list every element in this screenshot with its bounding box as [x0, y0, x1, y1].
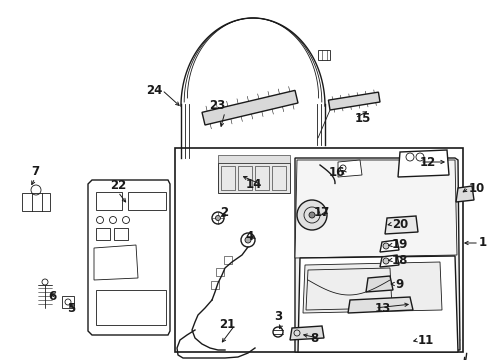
Polygon shape [328, 92, 380, 110]
Circle shape [309, 212, 315, 218]
Text: 4: 4 [246, 230, 254, 243]
Text: 6: 6 [48, 289, 56, 302]
Text: 14: 14 [245, 179, 262, 192]
Text: 5: 5 [67, 302, 75, 315]
Text: 23: 23 [209, 99, 225, 112]
Circle shape [383, 258, 389, 264]
Text: 17: 17 [314, 207, 330, 220]
Polygon shape [202, 90, 298, 125]
Text: 19: 19 [392, 238, 408, 252]
Polygon shape [298, 256, 458, 352]
Circle shape [297, 200, 327, 230]
Polygon shape [338, 160, 362, 177]
Bar [175, 148, 463, 352]
Text: 12: 12 [420, 156, 436, 168]
Polygon shape [303, 262, 442, 313]
Polygon shape [456, 186, 474, 202]
Text: 9: 9 [395, 278, 403, 291]
Text: 8: 8 [310, 332, 318, 345]
Text: 3: 3 [274, 310, 282, 323]
Text: 22: 22 [110, 179, 126, 192]
Polygon shape [218, 155, 290, 163]
Text: 11: 11 [418, 333, 434, 346]
Text: 7: 7 [31, 165, 39, 178]
Text: 1: 1 [479, 237, 487, 249]
Circle shape [245, 237, 251, 243]
Polygon shape [366, 276, 393, 292]
Polygon shape [295, 158, 460, 352]
Polygon shape [380, 240, 399, 252]
Polygon shape [218, 163, 290, 193]
Circle shape [216, 216, 220, 220]
Polygon shape [380, 255, 399, 267]
Text: 20: 20 [392, 217, 408, 230]
Polygon shape [88, 180, 170, 335]
Circle shape [383, 243, 389, 249]
Text: 16: 16 [329, 166, 345, 180]
Polygon shape [348, 297, 413, 313]
Polygon shape [385, 216, 418, 234]
Polygon shape [295, 160, 457, 258]
Text: 24: 24 [146, 84, 162, 96]
Polygon shape [398, 150, 449, 177]
Text: 10: 10 [469, 181, 485, 194]
Polygon shape [290, 326, 324, 340]
Text: 18: 18 [392, 253, 408, 266]
Text: 2: 2 [220, 207, 228, 220]
Text: 21: 21 [219, 319, 235, 332]
Text: 13: 13 [375, 302, 391, 315]
Text: 15: 15 [355, 112, 371, 125]
